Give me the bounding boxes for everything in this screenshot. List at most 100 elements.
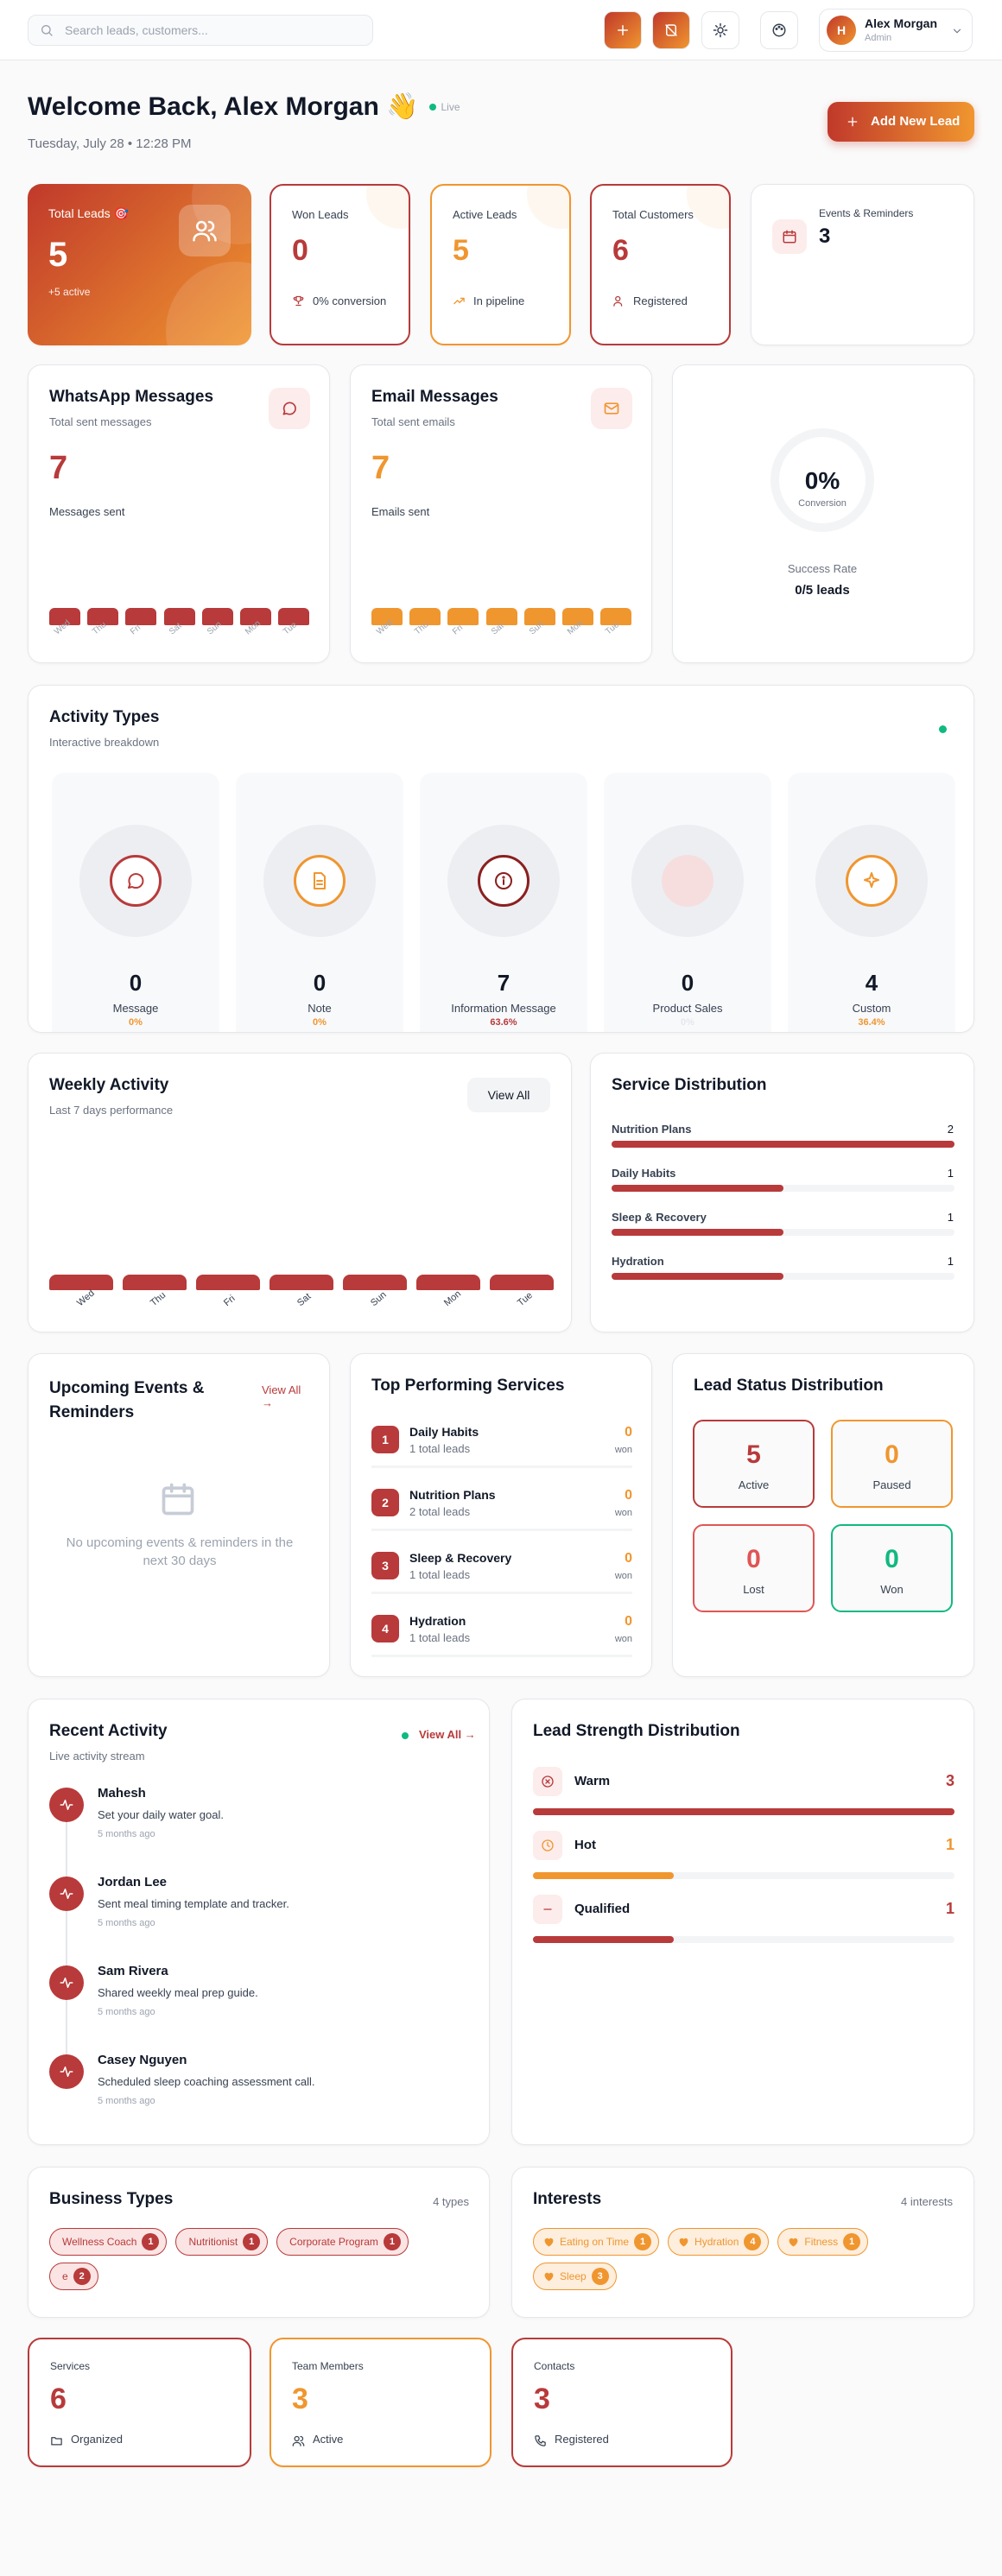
- icon-part: [612, 301, 622, 307]
- pill-list: Eating on Time 1 Hydration 4 Fitness 1 Sleep 3: [533, 2228, 939, 2290]
- icon-button[interactable]: [604, 11, 642, 49]
- activity-name: Message: [112, 1002, 159, 1015]
- won-count: 0: [625, 1488, 632, 1503]
- weekly-card: Weekly Activity Last 7 days performance Vi…: [28, 1053, 572, 1332]
- day-bar: [240, 608, 271, 625]
- stat-card: Events & Reminders 3: [751, 184, 974, 345]
- icon-button[interactable]: [701, 11, 739, 49]
- card-count: 4 types: [433, 2195, 469, 2208]
- service-name: Nutrition Plans: [612, 1123, 692, 1136]
- icon: [49, 1788, 84, 1822]
- icon-svg: [50, 2436, 62, 2445]
- message-count: 7: [49, 450, 68, 486]
- pill: Sleep 3: [533, 2263, 617, 2290]
- icon: [154, 1475, 202, 1523]
- activity-name: Information Message: [451, 1002, 556, 1015]
- pill: Wellness Coach 1: [49, 2228, 168, 2256]
- activity-icon: [49, 1965, 84, 2000]
- status-box: 0 Paused: [831, 1420, 953, 1508]
- icon-part: [679, 2237, 688, 2246]
- icon-svg: [60, 1889, 73, 1899]
- service-name: Hydration: [409, 1614, 466, 1628]
- pill-badge: 1: [243, 2233, 261, 2250]
- header-row: Welcome Back, Alex Morgan 👋 Live: [28, 92, 460, 122]
- icon: [48, 2433, 64, 2448]
- service-name: Sleep & Recovery: [612, 1211, 707, 1224]
- icon-button[interactable]: [760, 11, 798, 49]
- activity-icon: [110, 855, 162, 907]
- add-lead-button[interactable]: Add New Lead: [828, 102, 974, 142]
- decor-circle: [366, 186, 409, 229]
- summary-card: Contacts 3 Registered: [511, 2338, 732, 2467]
- icon-svg: [60, 2066, 73, 2077]
- icon-part: [789, 2237, 798, 2246]
- user-menu[interactable]: H Alex Morgan Admin: [819, 9, 973, 52]
- icon-svg: [314, 872, 326, 889]
- activity-text: Scheduled sleep coaching assessment call…: [98, 2075, 315, 2088]
- view-all-link[interactable]: View All →: [262, 1383, 301, 1409]
- activity-share: 0%: [129, 1017, 143, 1028]
- card-subtitle: Last 7 days performance: [49, 1104, 174, 1117]
- activity-time: 5 months ago: [98, 2096, 155, 2106]
- stat-card: Won Leads 0 0% conversion: [270, 184, 410, 345]
- day-bar: [87, 608, 119, 625]
- view-all-button[interactable]: View All: [467, 1078, 550, 1112]
- icon-svg: [679, 2237, 688, 2246]
- activity-icon: [294, 855, 346, 907]
- icon-svg: [542, 1839, 554, 1851]
- search-placeholder: Search leads, customers...: [65, 23, 208, 37]
- icon-svg: [162, 1483, 194, 1516]
- strength-count: 1: [945, 1836, 954, 1853]
- icon: [533, 1831, 562, 1860]
- icon-part: [953, 28, 961, 34]
- icon-part: [717, 27, 724, 34]
- service-name: Daily Habits: [409, 1425, 479, 1439]
- day-label: Sat: [295, 1291, 314, 1309]
- icon: [269, 388, 310, 429]
- icon-part: [128, 873, 144, 889]
- summary-card: Services 6 Organized: [28, 2338, 251, 2467]
- user-avatar: H: [827, 16, 856, 45]
- icon-part: [544, 2272, 553, 2281]
- activity-icon: [49, 1877, 84, 1911]
- stat-note: Registered: [633, 294, 688, 307]
- icon-part: [495, 872, 512, 889]
- icon: [290, 2433, 306, 2448]
- won-label: won: [614, 1445, 632, 1455]
- won-count: 0: [625, 1551, 632, 1566]
- service-bar: [612, 1141, 954, 1148]
- bar-track: [612, 1229, 954, 1236]
- icon-svg: [193, 220, 217, 242]
- summary-note: Registered: [555, 2433, 609, 2446]
- activity-tile: 0 Note 0%: [236, 773, 403, 1032]
- card-title: Activity Types: [49, 708, 160, 726]
- icon-part: [780, 28, 783, 30]
- pill-label: Corporate Program: [289, 2236, 378, 2248]
- icon-svg: [618, 25, 628, 35]
- day-bar: [343, 1275, 407, 1290]
- card-title: Service Distribution: [612, 1076, 767, 1094]
- activity-name: Note: [308, 1002, 332, 1015]
- icon-part: [162, 1486, 194, 1516]
- icon-part: [666, 24, 676, 36]
- activity-name: Jordan Lee: [98, 1875, 168, 1889]
- status-dot: [402, 1732, 409, 1739]
- service-leads: 1 total leads: [409, 1568, 471, 1581]
- service-leads: 1 total leads: [409, 1442, 471, 1455]
- search-box[interactable]: Search leads, customers...: [28, 15, 373, 46]
- icon-part: [48, 32, 53, 36]
- stat-label: Total Customers: [612, 208, 694, 221]
- stat-value: 0: [292, 234, 308, 267]
- icon-svg: [847, 117, 858, 127]
- activity-share: 36.4%: [858, 1017, 885, 1028]
- message-card: Email Messages Total sent emails 7 Emails s…: [350, 364, 652, 663]
- icon-button[interactable]: [652, 11, 690, 49]
- icon-part: [604, 404, 619, 410]
- stat-note: 0% conversion: [313, 294, 387, 307]
- status-label: Won: [880, 1583, 904, 1596]
- icon-part: [542, 1775, 554, 1788]
- view-all-link[interactable]: View All →: [419, 1728, 476, 1741]
- icon-part: [292, 2435, 304, 2446]
- pill-list: Wellness Coach 1 Nutritionist 1 Corporate Pr…: [49, 2228, 455, 2290]
